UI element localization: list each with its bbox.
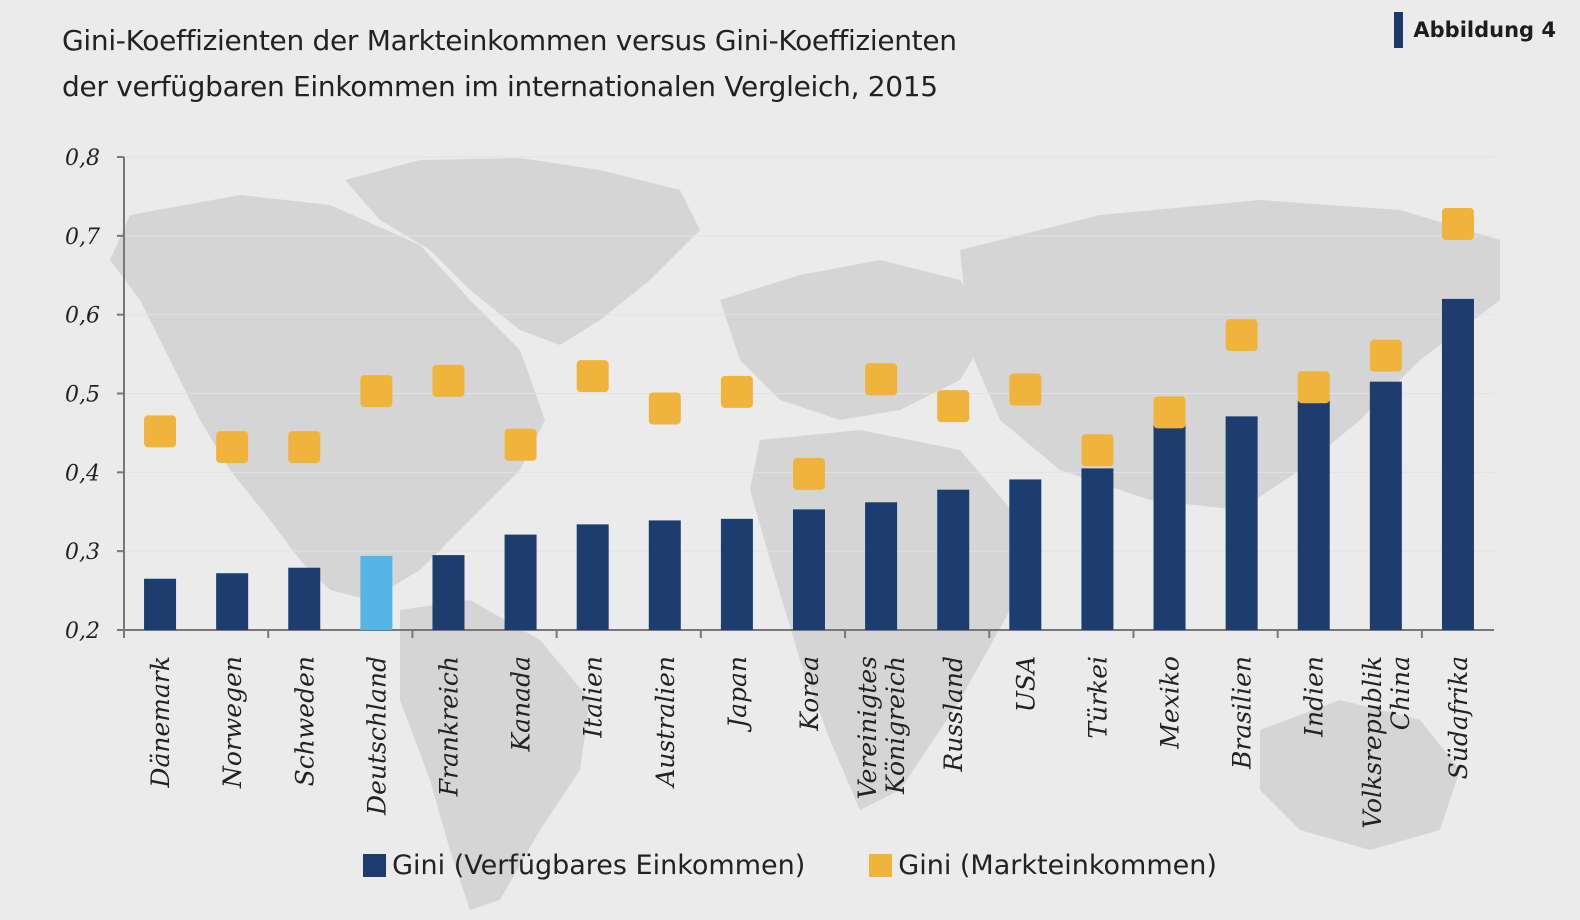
marker-point [1009,373,1042,406]
figure-label: Abbildung 4 [1413,18,1556,42]
x-tick-label: Italien [579,656,608,739]
south-america-shape [400,600,590,910]
marker-point [720,375,753,408]
bar [937,489,970,630]
marker-point [576,360,609,393]
bar [1441,298,1474,630]
x-tick-label: Russland [939,656,968,773]
bar [793,509,825,630]
bar [504,534,537,630]
x-tick-label: Korea [795,656,824,732]
legend-label-marker: Gini (Markteinkommen) [898,850,1217,881]
bar [1009,479,1042,630]
asia-shape [960,200,1500,510]
y-tick-label: 0,2 [65,619,100,644]
bar [720,518,753,630]
bar [576,524,609,630]
bar [1369,381,1402,630]
title-line-1: Gini-Koeffizienten der Markteinkommen ve… [62,24,957,57]
chart-title: Gini-Koeffizienten der Markteinkommen ve… [62,18,957,110]
x-tick-label: Australien [651,656,680,789]
y-tick-label: 0,8 [65,146,100,171]
legend-item-bar: Gini (Verfügbares Einkommen) [363,850,805,881]
y-tick-label: 0,5 [65,383,100,408]
bar [648,520,681,630]
bar [432,555,465,630]
legend: Gini (Verfügbares Einkommen) Gini (Markt… [0,850,1580,881]
x-tick-label: Dänemark [146,656,175,789]
bar [865,502,898,630]
marker-point [144,415,177,448]
title-line-2: der verfügbaren Einkommen im internation… [62,70,938,103]
legend-label-bar: Gini (Verfügbares Einkommen) [392,850,806,881]
x-tick-label: Indien [1300,656,1329,738]
marker-point [793,457,825,490]
marker-point [1441,208,1474,241]
greenland-shape [345,158,700,345]
bar [288,567,321,630]
bar [360,555,393,630]
north-america-shape [110,195,545,600]
bar [1081,468,1114,630]
bar [1297,400,1330,630]
figure-tag-bar [1394,12,1404,48]
x-tick-label: Südafrika [1444,656,1473,779]
bar [1225,416,1258,630]
x-tick-label: Mexiko [1156,656,1185,750]
figure-tag: Abbildung 4 [1394,12,1556,48]
marker-point [216,431,249,464]
bar [144,578,177,630]
marker-point [937,390,970,423]
europe-shape [720,260,990,420]
marker-point [1081,434,1114,467]
y-tick-label: 0,3 [65,540,100,565]
marker-point [865,363,898,396]
x-tick-label: Deutschland [362,656,391,816]
bar [1153,425,1186,630]
legend-swatch-marker [869,854,893,877]
legend-item-marker: Gini (Markteinkommen) [869,850,1217,881]
x-tick-label: Kanada [507,656,536,753]
y-tick-label: 0,4 [65,461,100,486]
x-tick-label: Frankreich [434,656,463,797]
x-tick-label: VereinigtesKönigreich [853,656,910,799]
x-tick-label: Türkei [1083,656,1112,739]
marker-point [504,428,537,461]
australia-shape [1260,700,1460,850]
x-tick-label: Brasilien [1228,656,1257,770]
x-tick-label: USA [1011,656,1040,712]
marker-point [1153,396,1186,429]
y-tick-label: 0,6 [65,304,100,329]
x-tick-label: Schweden [290,656,319,786]
marker-point [1225,319,1258,352]
legend-swatch-bar [363,854,387,877]
marker-point [288,431,321,464]
x-tick-label: VolksrepublikChina [1358,656,1415,829]
marker-point [648,392,681,425]
marker-point [360,375,393,408]
marker-point [1369,339,1402,372]
y-tick-label: 0,7 [65,225,100,250]
marker-point [1297,371,1330,404]
bar [216,573,249,630]
x-tick-label: Norwegen [218,656,247,789]
x-tick-label: Japan [723,656,752,733]
marker-point [432,364,465,397]
